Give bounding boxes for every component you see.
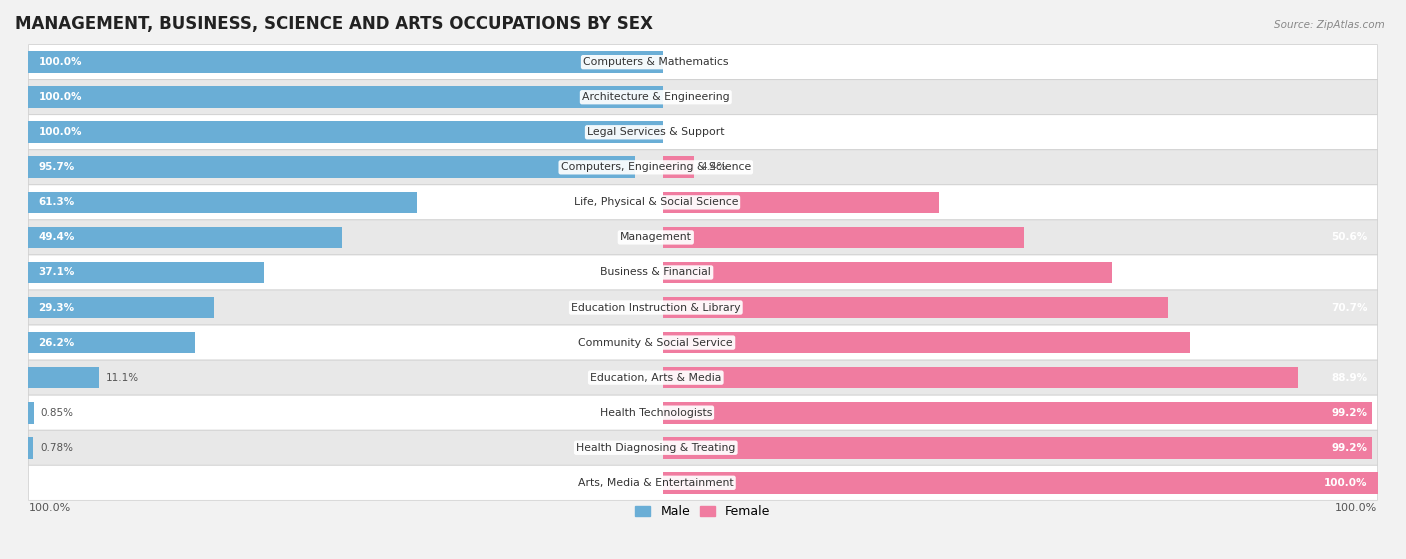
Text: 100.0%: 100.0% [38, 57, 82, 67]
Bar [28, 121, 662, 143]
Legend: Male, Female: Male, Female [630, 500, 776, 523]
Text: 99.2%: 99.2% [1331, 443, 1368, 453]
Bar [28, 157, 636, 178]
FancyBboxPatch shape [28, 80, 1378, 115]
Text: 100.0%: 100.0% [1336, 503, 1378, 513]
Bar [662, 262, 1112, 283]
Bar [662, 226, 1025, 248]
FancyBboxPatch shape [28, 255, 1378, 290]
Text: 50.6%: 50.6% [1331, 233, 1368, 243]
Bar [28, 51, 662, 73]
Text: 0.85%: 0.85% [41, 408, 73, 418]
Text: 29.3%: 29.3% [38, 302, 75, 312]
Text: 99.2%: 99.2% [1331, 408, 1368, 418]
Text: Life, Physical & Social Science: Life, Physical & Social Science [574, 197, 738, 207]
Bar [28, 192, 418, 213]
FancyBboxPatch shape [28, 220, 1378, 255]
Bar [662, 192, 939, 213]
Text: 100.0%: 100.0% [1324, 478, 1368, 488]
FancyBboxPatch shape [28, 465, 1378, 500]
Text: 49.4%: 49.4% [38, 233, 75, 243]
FancyBboxPatch shape [28, 150, 1378, 185]
Text: Computers & Mathematics: Computers & Mathematics [583, 57, 728, 67]
Text: 100.0%: 100.0% [38, 92, 82, 102]
FancyBboxPatch shape [28, 360, 1378, 395]
Bar [662, 157, 695, 178]
Text: 61.3%: 61.3% [38, 197, 75, 207]
Bar [28, 367, 98, 389]
Bar [28, 297, 214, 319]
Text: Legal Services & Support: Legal Services & Support [588, 127, 724, 138]
Bar [662, 402, 1372, 424]
Text: MANAGEMENT, BUSINESS, SCIENCE AND ARTS OCCUPATIONS BY SEX: MANAGEMENT, BUSINESS, SCIENCE AND ARTS O… [15, 15, 652, 33]
Text: 11.1%: 11.1% [105, 373, 139, 382]
Text: Education Instruction & Library: Education Instruction & Library [571, 302, 741, 312]
FancyBboxPatch shape [28, 115, 1378, 150]
Text: Health Technologists: Health Technologists [599, 408, 711, 418]
Text: 37.1%: 37.1% [38, 267, 75, 277]
Text: 95.7%: 95.7% [38, 162, 75, 172]
Bar [28, 86, 662, 108]
Text: Business & Financial: Business & Financial [600, 267, 711, 277]
Text: 88.9%: 88.9% [1331, 373, 1368, 382]
Bar [28, 331, 194, 353]
Text: 73.8%: 73.8% [1331, 338, 1368, 348]
Text: Arts, Media & Entertainment: Arts, Media & Entertainment [578, 478, 734, 488]
Bar [662, 437, 1372, 458]
FancyBboxPatch shape [28, 395, 1378, 430]
Bar [28, 226, 342, 248]
Bar [28, 437, 34, 458]
Bar [662, 297, 1168, 319]
Text: 62.9%: 62.9% [1331, 267, 1368, 277]
Text: Education, Arts & Media: Education, Arts & Media [591, 373, 721, 382]
Text: Architecture & Engineering: Architecture & Engineering [582, 92, 730, 102]
Text: 26.2%: 26.2% [38, 338, 75, 348]
Text: Source: ZipAtlas.com: Source: ZipAtlas.com [1274, 20, 1385, 30]
Text: Health Diagnosing & Treating: Health Diagnosing & Treating [576, 443, 735, 453]
Text: 70.7%: 70.7% [1331, 302, 1368, 312]
Bar [662, 331, 1191, 353]
Text: Community & Social Service: Community & Social Service [578, 338, 733, 348]
FancyBboxPatch shape [28, 185, 1378, 220]
Text: 100.0%: 100.0% [38, 127, 82, 138]
Bar [28, 402, 34, 424]
FancyBboxPatch shape [28, 290, 1378, 325]
Text: Computers, Engineering & Science: Computers, Engineering & Science [561, 162, 751, 172]
Text: Management: Management [620, 233, 692, 243]
Text: 100.0%: 100.0% [28, 503, 70, 513]
Bar [662, 367, 1298, 389]
Bar [28, 262, 264, 283]
Text: 0.78%: 0.78% [41, 443, 73, 453]
FancyBboxPatch shape [28, 430, 1378, 465]
FancyBboxPatch shape [28, 45, 1378, 80]
Text: 4.4%: 4.4% [700, 162, 727, 172]
FancyBboxPatch shape [28, 325, 1378, 360]
Bar [662, 472, 1378, 494]
Text: 38.7%: 38.7% [1331, 197, 1368, 207]
